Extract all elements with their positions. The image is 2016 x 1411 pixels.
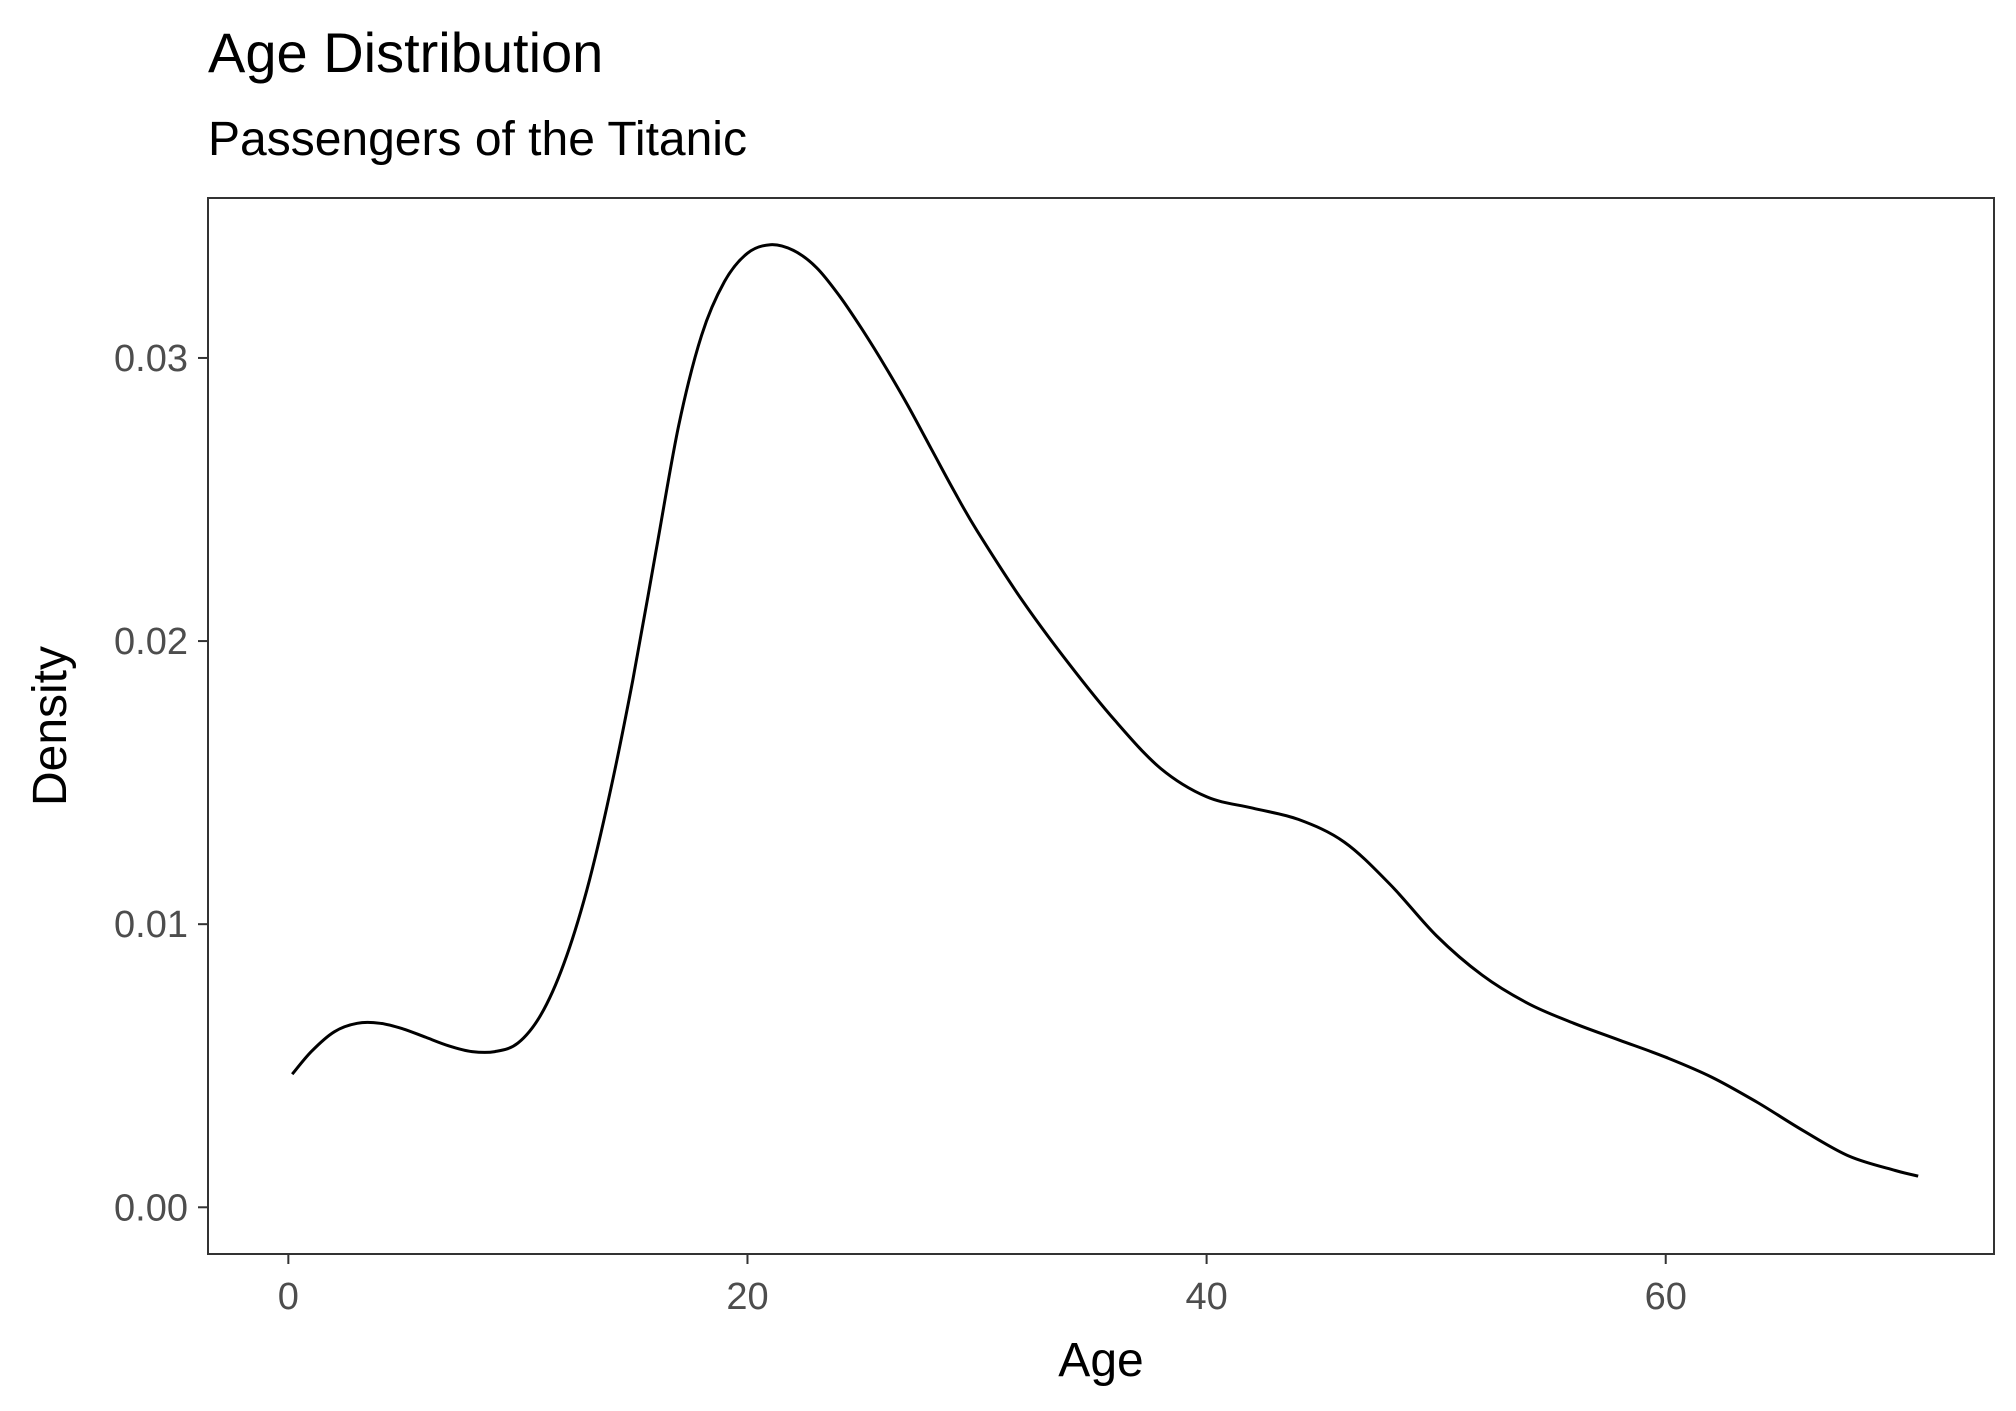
density-line — [291, 243, 1919, 1178]
y-tick-label: 0.00 — [114, 1187, 188, 1229]
y-axis: 0.00 0.01 0.02 0.03 — [114, 338, 208, 1229]
y-tick-label: 0.03 — [114, 338, 188, 380]
plot-panel — [207, 197, 1995, 1255]
x-axis: 0 20 40 60 — [278, 1254, 1687, 1318]
chart-title: Age Distribution — [208, 21, 603, 84]
y-tick-label: 0.01 — [114, 904, 188, 946]
x-axis-title: Age — [1058, 1334, 1143, 1387]
y-axis-title: Density — [24, 646, 77, 806]
chart-subtitle: Passengers of the Titanic — [208, 113, 747, 166]
x-tick-label: 60 — [1645, 1276, 1687, 1318]
x-tick-label: 0 — [278, 1276, 299, 1318]
x-tick-label: 40 — [1185, 1276, 1227, 1318]
y-tick-label: 0.02 — [114, 621, 188, 663]
x-tick-label: 20 — [726, 1276, 768, 1318]
